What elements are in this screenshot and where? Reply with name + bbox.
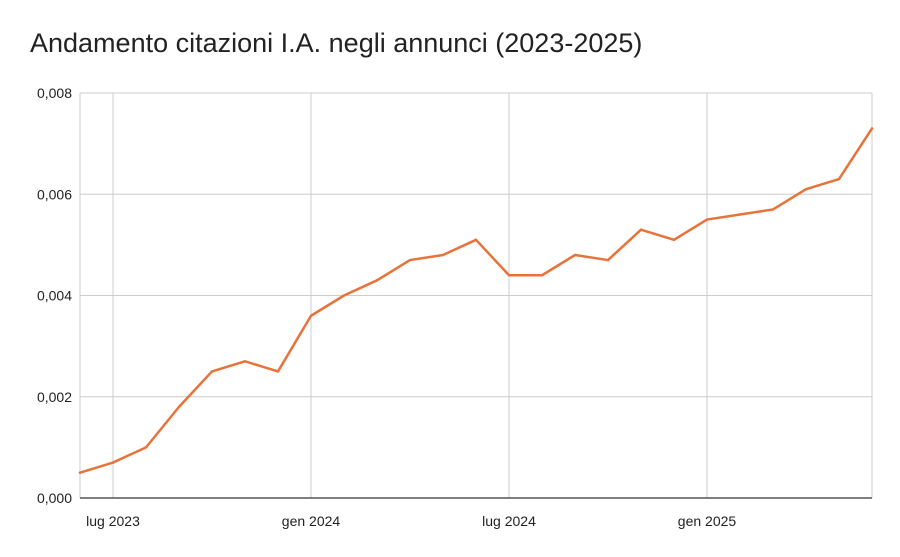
y-tick-label: 0,002 bbox=[37, 389, 72, 405]
data-point bbox=[870, 127, 874, 130]
data-point bbox=[672, 238, 676, 242]
data-point bbox=[111, 461, 115, 464]
y-tick-label: 0,000 bbox=[37, 490, 72, 506]
x-tick-label: gen 2024 bbox=[282, 513, 341, 529]
data-point bbox=[309, 314, 313, 317]
data-point bbox=[606, 258, 610, 262]
x-tick-label: gen 2025 bbox=[678, 513, 737, 529]
data-point bbox=[573, 253, 577, 257]
y-tick-label: 0,006 bbox=[37, 186, 72, 202]
y-axis-tick-labels: 0,000 0,002 0,004 0,006 0,008 bbox=[37, 85, 72, 506]
data-point bbox=[540, 274, 544, 277]
data-point bbox=[78, 471, 82, 474]
x-tick-label: lug 2024 bbox=[482, 513, 536, 529]
data-point bbox=[507, 274, 511, 277]
data-point bbox=[837, 177, 841, 181]
data-point bbox=[243, 360, 247, 363]
data-point bbox=[375, 279, 379, 282]
data-point bbox=[639, 228, 643, 231]
series-line bbox=[78, 127, 874, 474]
y-tick-label: 0,004 bbox=[37, 288, 72, 304]
data-point bbox=[474, 238, 478, 242]
data-point bbox=[144, 446, 148, 449]
horizontal-gridlines bbox=[80, 92, 872, 398]
x-axis-tick-labels: lug 2023 gen 2024 lug 2024 gen 2025 bbox=[86, 513, 736, 529]
data-point bbox=[441, 253, 445, 257]
data-point bbox=[804, 187, 808, 191]
data-point bbox=[738, 213, 742, 216]
data-point bbox=[705, 218, 709, 221]
data-point bbox=[771, 208, 775, 211]
chart-title: Andamento citazioni I.A. negli annunci (… bbox=[30, 28, 643, 58]
y-tick-label: 0,008 bbox=[37, 85, 72, 101]
data-point bbox=[210, 370, 214, 373]
data-point bbox=[342, 294, 346, 297]
x-tick-label: lug 2023 bbox=[86, 513, 140, 529]
data-point bbox=[408, 258, 412, 262]
data-point bbox=[276, 370, 280, 373]
series-group bbox=[78, 127, 874, 474]
data-point bbox=[177, 405, 181, 409]
